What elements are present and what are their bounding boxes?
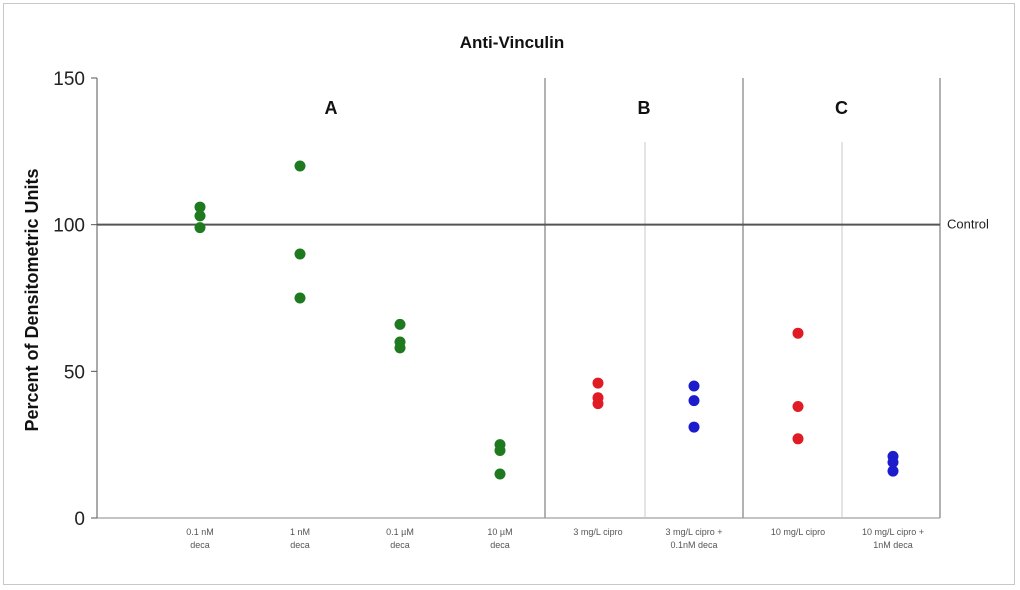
chart-title: Anti-Vinculin — [460, 33, 565, 52]
y-tick-label: 0 — [74, 509, 85, 530]
data-point — [294, 292, 306, 304]
y-tick-label: 100 — [53, 216, 85, 237]
data-point — [792, 433, 804, 445]
x-tick-label: 0.1 nM — [186, 527, 214, 537]
data-point — [592, 398, 604, 410]
control-label: Control — [947, 217, 989, 232]
data-point — [592, 377, 604, 389]
data-point — [887, 465, 899, 477]
panel-label: A — [325, 98, 338, 118]
chart-frame — [3, 3, 1015, 585]
data-point — [688, 395, 700, 407]
y-tick-label: 150 — [53, 69, 85, 90]
data-point — [792, 327, 804, 339]
data-point — [688, 421, 700, 433]
y-axis-label: Percent of Densitometric Units — [22, 168, 42, 431]
panel-label: B — [638, 98, 651, 118]
x-tick-label: 3 mg/L cipro — [573, 527, 622, 537]
data-point — [294, 160, 306, 172]
data-point — [194, 201, 206, 213]
x-tick-label: deca — [490, 540, 510, 550]
data-point — [394, 318, 406, 330]
x-tick-label: 1 nM — [290, 527, 310, 537]
data-point — [294, 248, 306, 260]
x-tick-label: deca — [190, 540, 210, 550]
data-point — [688, 380, 700, 392]
data-point — [494, 445, 506, 457]
panel-label: C — [835, 98, 848, 118]
x-tick-label: deca — [290, 540, 310, 550]
x-tick-label: 0.1nM deca — [670, 540, 717, 550]
x-tick-label: 1nM deca — [873, 540, 913, 550]
x-tick-label: deca — [390, 540, 410, 550]
data-point — [194, 210, 206, 222]
y-tick-label: 50 — [64, 362, 85, 383]
x-tick-label: 3 mg/L cipro + — [666, 527, 723, 537]
data-point — [792, 401, 804, 413]
data-point — [887, 456, 899, 468]
data-point — [494, 468, 506, 480]
x-tick-label: 0.1 µM — [386, 527, 414, 537]
data-point — [394, 342, 406, 354]
x-tick-label: 10 mg/L cipro + — [862, 527, 924, 537]
plot-area: 0 50 100 150 A B C Control 0.1 nM deca 1 nM deca 0.1… — [53, 69, 989, 550]
x-tick-label: 10 µM — [487, 527, 512, 537]
x-tick-label: 10 mg/L cipro — [771, 527, 825, 537]
data-point — [194, 222, 206, 234]
